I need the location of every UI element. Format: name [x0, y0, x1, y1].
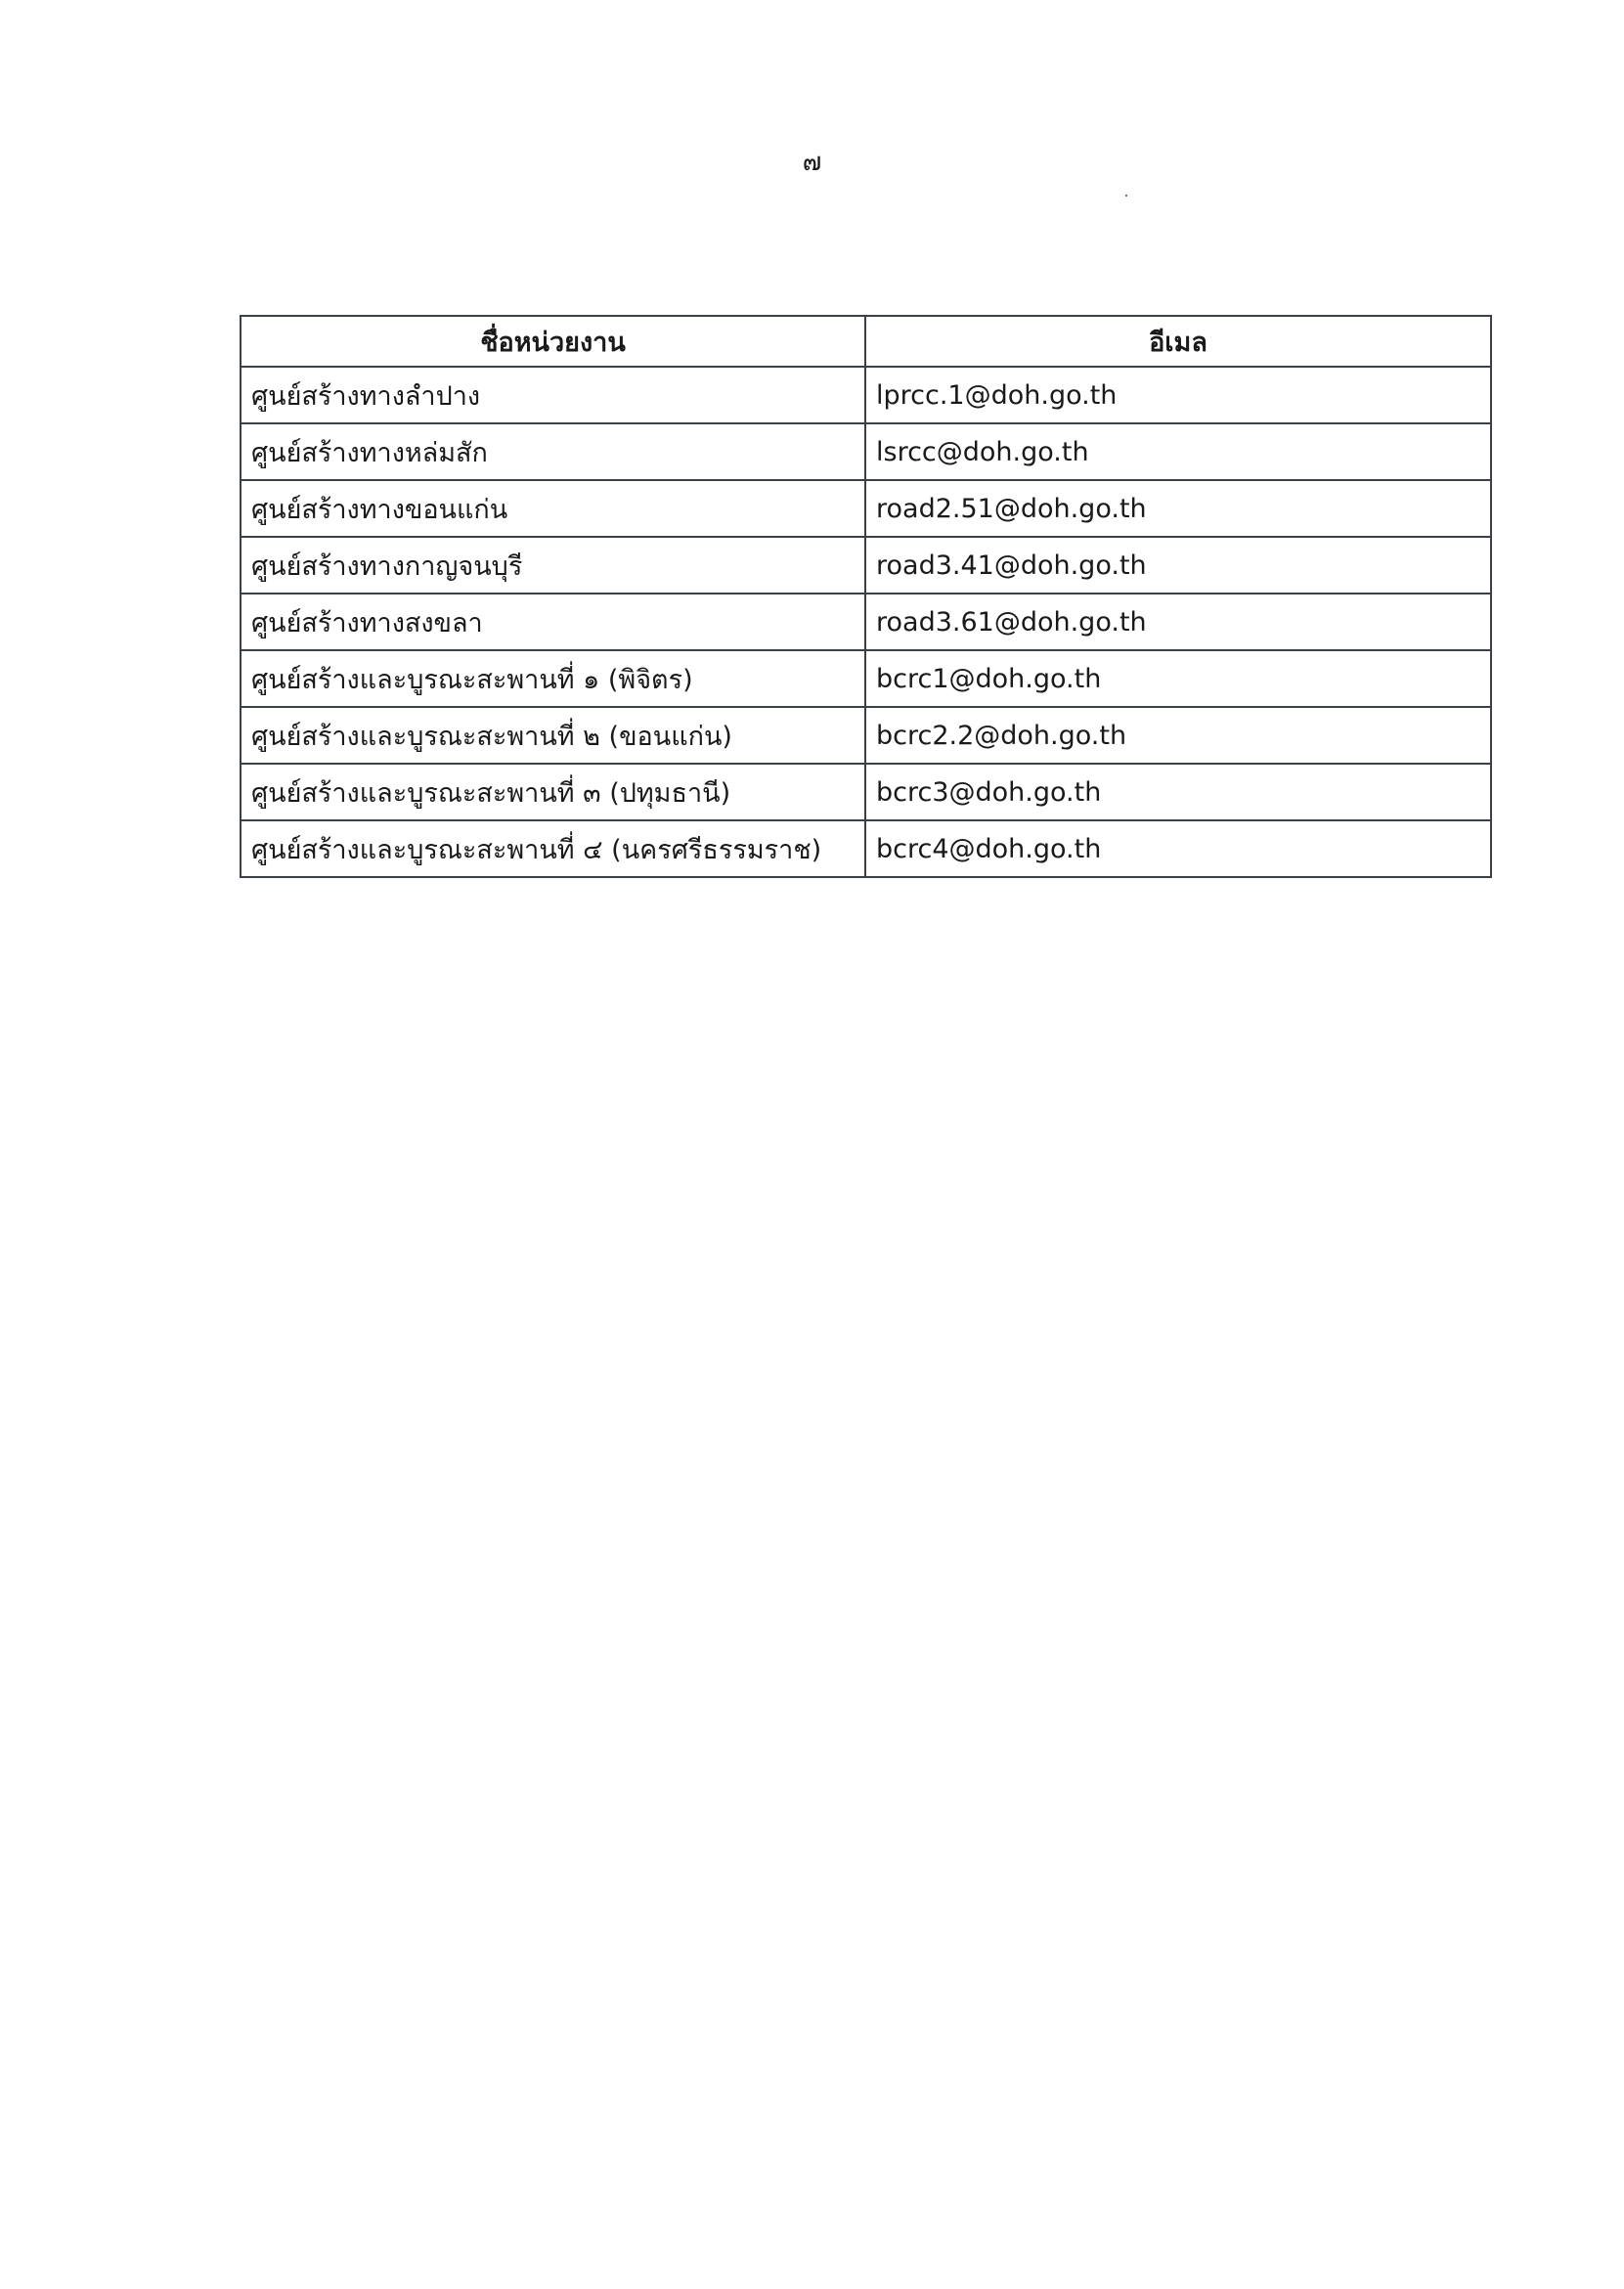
email-cell: road2.51@doh.go.th	[864, 479, 1492, 538]
agency-name-cell: ศูนย์สร้างทางกาญจนบุรี	[240, 536, 866, 594]
table-row: ศูนย์สร้างทางลำปาง lprcc.1@doh.go.th	[240, 366, 1492, 424]
email-cell: lprcc.1@doh.go.th	[864, 366, 1492, 424]
agency-name-cell: ศูนย์สร้างทางลำปาง	[240, 366, 866, 424]
table-row: ศูนย์สร้างทางกาญจนบุรี road3.41@doh.go.th	[240, 536, 1492, 594]
table-row: ศูนย์สร้างและบูรณะสะพานที่ ๒ (ขอนแก่น) bc…	[240, 706, 1492, 765]
email-cell: bcrc2.2@doh.go.th	[864, 706, 1492, 765]
table-row: ศูนย์สร้างและบูรณะสะพานที่ ๓ (ปทุมธานี) b…	[240, 763, 1492, 821]
agency-name-cell: ศูนย์สร้างและบูรณะสะพานที่ ๔ (นครศรีธรรม…	[240, 819, 866, 878]
table-row: ศูนย์สร้างทางขอนแก่น road2.51@doh.go.th	[240, 479, 1492, 538]
agency-name-cell: ศูนย์สร้างและบูรณะสะพานที่ ๑ (พิจิตร)	[240, 649, 866, 708]
agency-name-cell: ศูนย์สร้างทางขอนแก่น	[240, 479, 866, 538]
email-cell: lsrcc@doh.go.th	[864, 422, 1492, 481]
email-cell: bcrc3@doh.go.th	[864, 763, 1492, 821]
table-row: ศูนย์สร้างทางสงขลา road3.61@doh.go.th	[240, 593, 1492, 651]
email-cell: bcrc4@doh.go.th	[864, 819, 1492, 878]
header-agency-name: ชื่อหน่วยงาน	[240, 315, 866, 368]
page-number: ๗	[802, 148, 822, 177]
table-row: ศูนย์สร้างและบูรณะสะพานที่ ๔ (นครศรีธรรม…	[240, 819, 1492, 878]
agency-name-cell: ศูนย์สร้างทางหล่มสัก	[240, 422, 866, 481]
scan-speck	[1125, 195, 1127, 197]
email-cell: road3.61@doh.go.th	[864, 593, 1492, 651]
email-cell: road3.41@doh.go.th	[864, 536, 1492, 594]
table-row: ศูนย์สร้างและบูรณะสะพานที่ ๑ (พิจิตร) bcr…	[240, 649, 1492, 708]
agency-email-table: ชื่อหน่วยงาน อีเมล ศูนย์สร้างทางลำปาง lpr…	[240, 315, 1492, 878]
agency-name-cell: ศูนย์สร้างและบูรณะสะพานที่ ๒ (ขอนแก่น)	[240, 706, 866, 765]
header-email: อีเมล	[864, 315, 1492, 368]
table-header-row: ชื่อหน่วยงาน อีเมล	[240, 315, 1492, 368]
agency-name-cell: ศูนย์สร้างทางสงขลา	[240, 593, 866, 651]
agency-name-cell: ศูนย์สร้างและบูรณะสะพานที่ ๓ (ปทุมธานี)	[240, 763, 866, 821]
email-cell: bcrc1@doh.go.th	[864, 649, 1492, 708]
table-row: ศูนย์สร้างทางหล่มสัก lsrcc@doh.go.th	[240, 422, 1492, 481]
